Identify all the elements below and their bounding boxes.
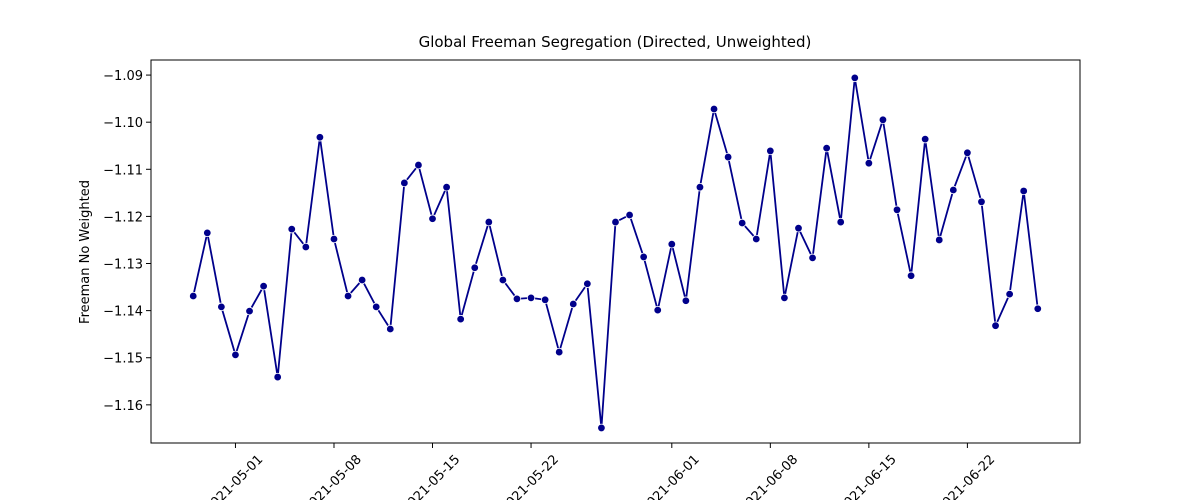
point — [991, 321, 1000, 330]
point — [935, 235, 944, 245]
y-tick-label: −1.10 — [103, 116, 143, 131]
point — [428, 214, 437, 223]
chart-title: Global Freeman Segregation (Directed, Un… — [419, 33, 812, 51]
point — [540, 295, 550, 304]
point — [864, 158, 874, 168]
point — [709, 104, 719, 114]
point — [301, 242, 311, 252]
point — [315, 133, 325, 142]
point — [583, 279, 592, 288]
point — [892, 205, 902, 215]
y-tick-label: −1.14 — [103, 305, 143, 320]
x-tick-label: 2021-06-22 — [934, 452, 998, 500]
point — [949, 185, 958, 195]
point — [273, 372, 282, 382]
point — [287, 224, 296, 234]
point — [386, 324, 395, 334]
y-tick-label: −1.09 — [103, 69, 143, 84]
point — [1033, 304, 1042, 313]
point — [554, 347, 564, 357]
point — [1019, 186, 1028, 196]
point — [653, 305, 662, 315]
y-tick-label: −1.13 — [103, 258, 143, 273]
x-tick-label: 2021-05-22 — [498, 452, 562, 500]
point — [484, 217, 494, 227]
point — [357, 275, 367, 285]
point — [1005, 289, 1014, 299]
x-tick-label: 2021-06-15 — [836, 452, 900, 500]
point — [245, 306, 254, 316]
y-tick-label: −1.15 — [103, 352, 143, 367]
point — [372, 302, 381, 312]
point — [231, 350, 240, 360]
point — [442, 182, 451, 192]
point — [667, 239, 677, 249]
x-tick-label: 2021-05-08 — [301, 452, 365, 500]
point — [681, 296, 691, 305]
point — [189, 291, 198, 301]
point — [780, 293, 789, 303]
point — [639, 252, 648, 262]
point — [850, 73, 859, 83]
point — [414, 160, 423, 170]
point — [217, 302, 226, 312]
y-axis-label: Freeman No Weighted — [78, 180, 93, 324]
point — [526, 293, 536, 303]
point — [329, 234, 339, 244]
point — [611, 217, 620, 227]
plot-frame — [150, 59, 1081, 444]
x-tick-label: 2021-05-15 — [399, 452, 463, 500]
y-tick-label: −1.11 — [103, 163, 143, 178]
x-tick-label: 2021-06-08 — [737, 452, 801, 500]
point — [836, 217, 845, 227]
point — [723, 152, 733, 162]
point — [752, 234, 761, 244]
point — [569, 299, 578, 309]
point — [695, 182, 705, 192]
point — [737, 218, 747, 228]
point — [400, 178, 409, 188]
point — [597, 423, 606, 433]
point — [456, 314, 465, 324]
point — [343, 291, 353, 301]
point — [259, 281, 268, 291]
x-tick-label: 2021-05-01 — [202, 452, 266, 500]
y-tick-label: −1.16 — [103, 399, 143, 414]
series-line — [192, 77, 1039, 429]
point — [920, 134, 930, 144]
point — [963, 148, 972, 158]
point — [512, 294, 522, 304]
x-tick-label: 2021-06-01 — [639, 452, 703, 500]
point — [203, 228, 212, 238]
point — [977, 197, 986, 206]
point — [906, 271, 916, 280]
point — [625, 210, 634, 220]
point — [822, 143, 831, 153]
point — [878, 115, 888, 125]
point — [808, 253, 817, 263]
y-tick-label: −1.12 — [103, 210, 143, 225]
point — [794, 223, 803, 233]
point — [498, 275, 508, 285]
point — [470, 263, 479, 272]
point — [766, 146, 775, 156]
